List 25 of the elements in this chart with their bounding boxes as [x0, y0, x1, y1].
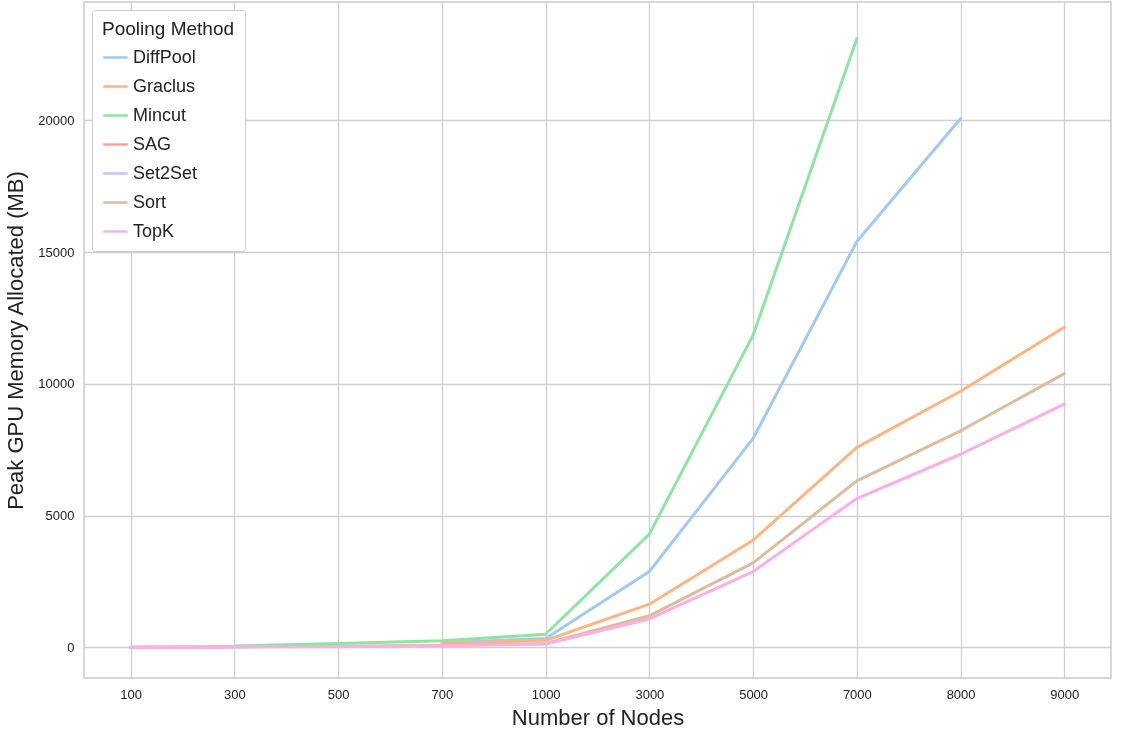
x-tick-label: 7000 [842, 686, 872, 702]
x-tick-label: 100 [120, 686, 143, 702]
x-axis-title: Number of Nodes [511, 704, 685, 730]
legend-label: Sort [133, 191, 167, 212]
x-tick-label: 9000 [1050, 686, 1080, 702]
legend-label: Mincut [133, 104, 187, 125]
legend-label: Set2Set [133, 162, 198, 183]
legend-title: Pooling Method [102, 18, 235, 39]
x-tick-label: 300 [224, 686, 246, 702]
y-tick-label: 15000 [38, 244, 75, 260]
y-axis-title: Peak GPU Memory Allocated (MB) [3, 171, 29, 510]
x-tick-label: 700 [431, 686, 454, 702]
y-tick-label: 10000 [38, 376, 75, 392]
x-tick-label: 500 [327, 686, 350, 702]
legend-label: DiffPool [133, 46, 196, 67]
legend-label: Graclus [133, 75, 196, 96]
x-tick-label: 1000 [531, 686, 561, 702]
y-tick-label: 5000 [45, 508, 75, 524]
x-tick-label: 3000 [635, 686, 665, 702]
y-tick-label: 20000 [38, 112, 75, 128]
legend-label: SAG [133, 133, 172, 154]
y-tick-label: 0 [67, 639, 75, 655]
x-tick-label: 8000 [946, 686, 976, 702]
legend-label: TopK [133, 220, 175, 241]
x-tick-label: 5000 [739, 686, 769, 702]
